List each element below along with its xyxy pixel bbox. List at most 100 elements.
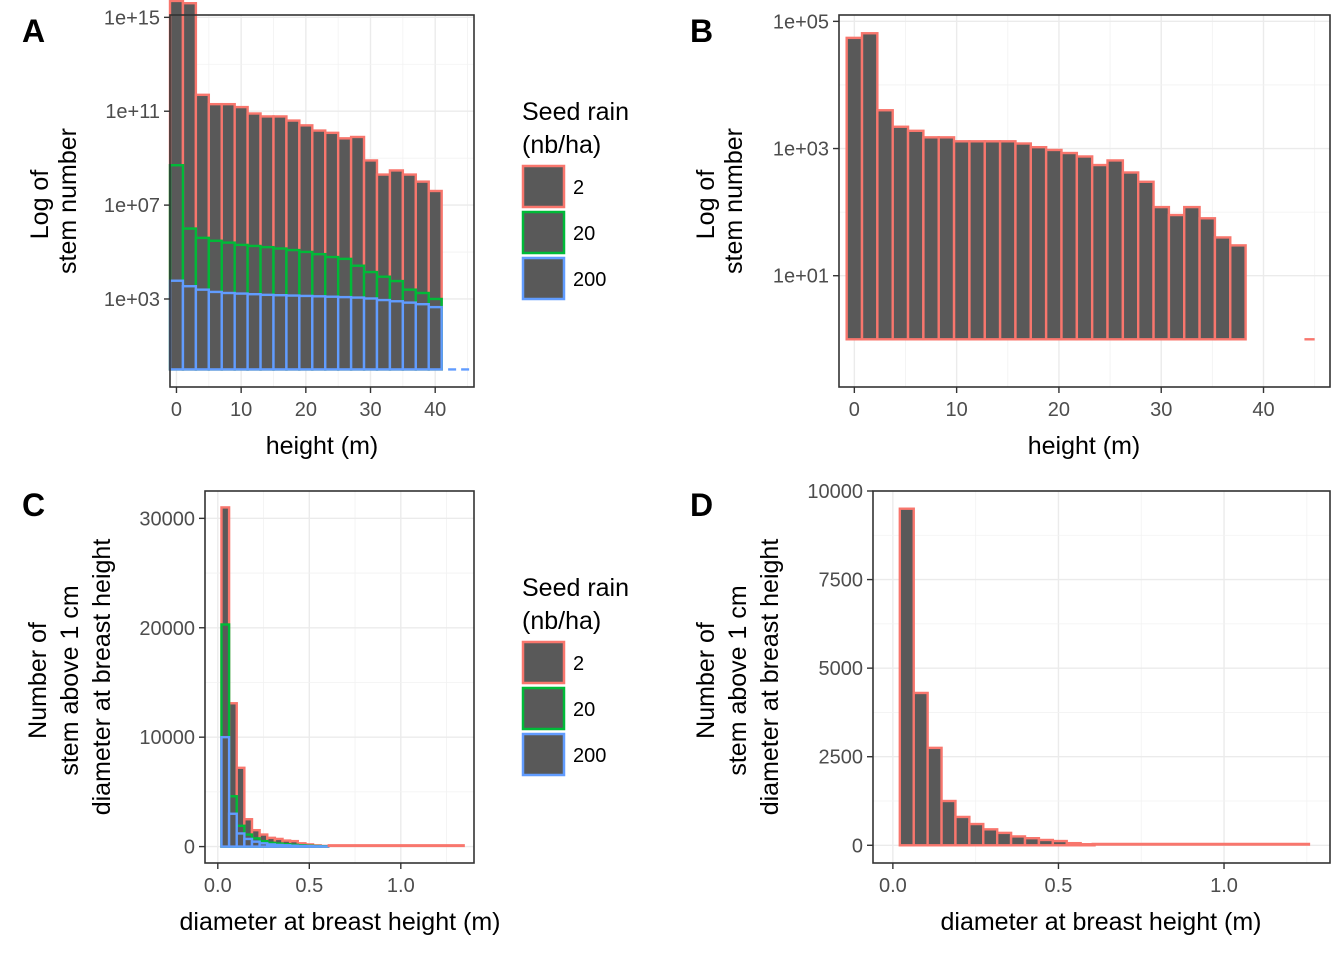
- bar-2-0.29: [982, 828, 999, 847]
- y-axis-title: Number of stem above 1 cm diameter at br…: [24, 539, 116, 816]
- x-tick-label: 30: [1150, 399, 1172, 421]
- x-tick-label: 0.5: [1045, 875, 1073, 897]
- legend-key: [521, 686, 566, 731]
- x-axis-title: height (m): [266, 432, 379, 460]
- bar-2-0.13: [926, 746, 943, 847]
- x-tick-label: 20: [1048, 399, 1070, 421]
- y-axis-title-line: stem above 1 cm: [724, 585, 752, 775]
- x-tick-label: 0: [171, 399, 182, 421]
- panel-a: A 0 10 20 30 40 1e+03 1e+07 1e+11 1e+15 height (…: [22, 0, 629, 460]
- bar-2-18: [1029, 145, 1048, 341]
- bar-2-0.04: [898, 507, 915, 847]
- bar-2-4.5: [891, 125, 910, 341]
- legend-item: 200: [521, 732, 606, 777]
- x-tick-label: 20: [295, 399, 317, 421]
- legend-label: 20: [573, 223, 595, 245]
- bar-2-0.08: [912, 691, 929, 847]
- y-tick-label: 0: [184, 837, 195, 859]
- y-axis-title: Number of stem above 1 cm diameter at br…: [692, 539, 784, 816]
- bar-2-19.5: [1044, 148, 1063, 341]
- bar-2-34.5: [1198, 217, 1217, 341]
- bar-200-40: [427, 305, 443, 371]
- y-tick-label: 0: [852, 835, 863, 857]
- bar-2-10.5: [952, 140, 971, 341]
- bar-2-3: [876, 109, 894, 341]
- panel-letter: C: [22, 487, 45, 523]
- bar-200-22: [311, 295, 327, 371]
- bar-200-14: [259, 293, 275, 371]
- legend: Seed rain (nb/ha) 2 20 200: [521, 574, 629, 777]
- y-axis-title-line: Number of: [24, 622, 52, 739]
- bar-2-12: [968, 140, 986, 341]
- y-axis-title-line: Log of: [26, 170, 54, 240]
- bar-2-1.5: [860, 32, 879, 341]
- y-axis-title-line: stem number: [54, 128, 82, 274]
- bar-2-0.25: [968, 822, 985, 847]
- bar-2-28.5: [1137, 180, 1155, 341]
- bar-2-36: [1213, 236, 1232, 341]
- y-tick-label: 30000: [139, 508, 195, 530]
- x-tick-label: 0.0: [204, 875, 232, 897]
- bar-200-28: [349, 296, 366, 371]
- bar-200-36: [401, 301, 417, 371]
- y-axis-title-line: stem above 1 cm: [56, 585, 84, 775]
- x-tick-label: 0.0: [879, 875, 907, 897]
- bar-2-15: [998, 140, 1017, 341]
- y-tick-label: 20000: [139, 618, 195, 640]
- y-tick-label: 1e+03: [104, 289, 160, 311]
- y-axis-title-line: Log of: [692, 170, 720, 240]
- bar-200-10: [233, 292, 249, 371]
- bar-200-38: [414, 302, 430, 371]
- bar-200-8: [220, 291, 236, 371]
- bar-2-37.5: [1229, 244, 1247, 341]
- legend-item: 200: [521, 256, 606, 301]
- legend-key: [521, 256, 566, 301]
- bar-2-0.21: [954, 815, 971, 847]
- bar-200-20: [298, 294, 314, 371]
- plot-border: [169, 14, 475, 388]
- panel-b: B 0 10 20 30 40 1e+01 1e+03 1e+05 height (m) Lo…: [690, 11, 1331, 460]
- bar-2-13.5: [983, 140, 1002, 341]
- y-tick-label: 1e+11: [105, 101, 160, 123]
- bar-200-0.08: [227, 812, 238, 848]
- panel-letter: D: [690, 487, 713, 523]
- panel-d: D 0.0 0.5 1.0 0 2500 5000 7500 10000 diameter a…: [690, 481, 1331, 936]
- legend-key: [521, 640, 566, 685]
- bar-200-26: [336, 295, 353, 371]
- panel-letter: B: [690, 13, 713, 49]
- bar-2-0.55: [1065, 841, 1082, 847]
- x-tick-label: 10: [230, 399, 252, 421]
- y-tick-label: 10000: [807, 481, 863, 503]
- y-tick-label: 1e+01: [773, 266, 829, 288]
- y-tick-label: 7500: [819, 570, 864, 592]
- bar-200-0.04: [220, 735, 231, 848]
- legend-label: 2: [573, 653, 584, 675]
- y-tick-label: 10000: [139, 727, 195, 749]
- bar-200-12: [246, 292, 262, 371]
- x-tick-label: 40: [1252, 399, 1274, 421]
- bar-200-18: [285, 294, 301, 371]
- legend-key: [521, 210, 566, 255]
- y-tick-label: 1e+07: [104, 195, 160, 217]
- plot-border: [838, 14, 1331, 388]
- legend-title-line: (nb/ha): [522, 607, 601, 635]
- legend-key: [521, 164, 566, 209]
- bar-2-30: [1152, 205, 1171, 341]
- bar-200-4: [194, 288, 211, 371]
- y-axis-title: Log of stem number: [26, 128, 82, 274]
- bar-2-16.5: [1014, 142, 1032, 341]
- bar-2-9: [937, 136, 956, 341]
- bar-2-0.42: [1023, 837, 1041, 847]
- bar-2-25.5: [1106, 159, 1125, 341]
- legend-title-line: Seed rain: [522, 98, 629, 126]
- x-tick-label: 1.0: [1210, 875, 1238, 897]
- x-tick-label: 0.5: [295, 875, 323, 897]
- legend-item: 2: [521, 164, 584, 209]
- bar-2-33: [1183, 205, 1201, 341]
- bar-2-24: [1090, 163, 1109, 341]
- x-axis-title: diameter at breast height (m): [941, 908, 1262, 936]
- bar-2-7.5: [922, 136, 940, 341]
- y-tick-label: 1e+15: [104, 7, 160, 29]
- bar-2-21: [1060, 151, 1079, 341]
